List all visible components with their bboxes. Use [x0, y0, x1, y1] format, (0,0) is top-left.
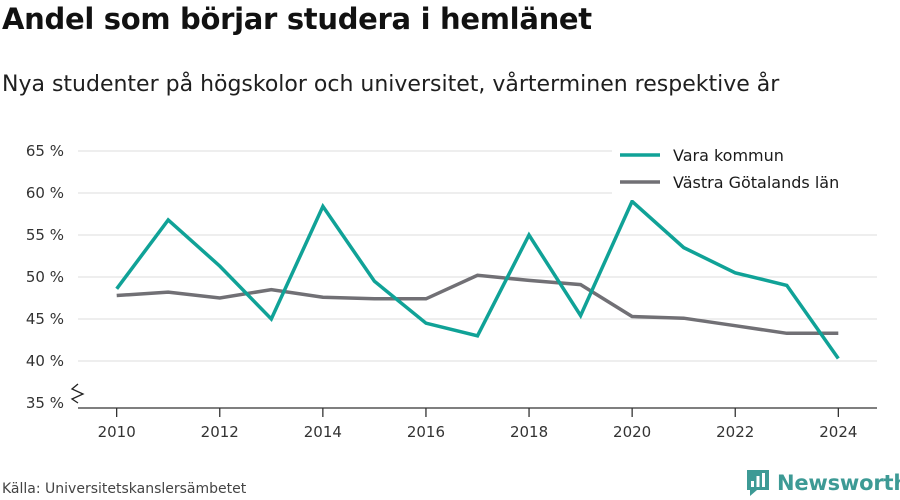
x-tick-label: 2010 — [98, 423, 136, 441]
y-tick-label: 55 % — [26, 226, 64, 244]
legend-label: Vara kommun — [673, 146, 784, 165]
series-line-vara-kommun[interactable] — [115, 198, 840, 360]
x-tick-label: 2020 — [613, 423, 651, 441]
y-tick-label: 50 % — [26, 268, 64, 286]
x-axis: 2010 2012 2014 2016 2018 2020 2022 2024 — [78, 407, 877, 441]
chart-title: Andel som börjar studera i hemlänet — [2, 2, 592, 36]
y-tick-label: 45 % — [26, 310, 64, 328]
chart-subtitle: Nya studenter på högskolor och universit… — [2, 72, 780, 97]
x-tick-label: 2012 — [201, 423, 239, 441]
brand-name: Newsworthy — [777, 471, 900, 495]
line-chart: 35 %40 %45 %50 %55 %60 %65 % 2010 2012 201… — [26, 142, 878, 441]
x-tick-label: 2014 — [304, 423, 342, 441]
series-line-v-stra-g-talands-l-n[interactable] — [116, 273, 839, 336]
source-note: Källa: Universitetskanslersämbetet — [2, 481, 247, 497]
axis-break-icon — [70, 383, 85, 404]
legend-label: Västra Götalands län — [673, 173, 839, 192]
x-tick-label: 2024 — [819, 423, 857, 441]
x-tick-label: 2022 — [716, 423, 754, 441]
y-tick-label: 40 % — [26, 352, 64, 370]
y-tick-label: 65 % — [26, 142, 64, 160]
x-tick-label: 2016 — [407, 423, 445, 441]
x-tick-label: 2018 — [510, 423, 548, 441]
y-tick-label: 60 % — [26, 184, 64, 202]
legend-box — [612, 142, 878, 200]
y-axis-labels: 35 % 40 % 45 % 50 % 55 % 60 % 65 % — [26, 142, 85, 412]
bar-chart-logo-icon — [747, 470, 769, 496]
y-tick-label: 35 % — [26, 394, 64, 412]
legend: Vara kommun Västra Götalands län — [612, 142, 878, 200]
series-lines — [115, 198, 840, 360]
brand-logo[interactable]: Newsworthy — [745, 468, 900, 498]
